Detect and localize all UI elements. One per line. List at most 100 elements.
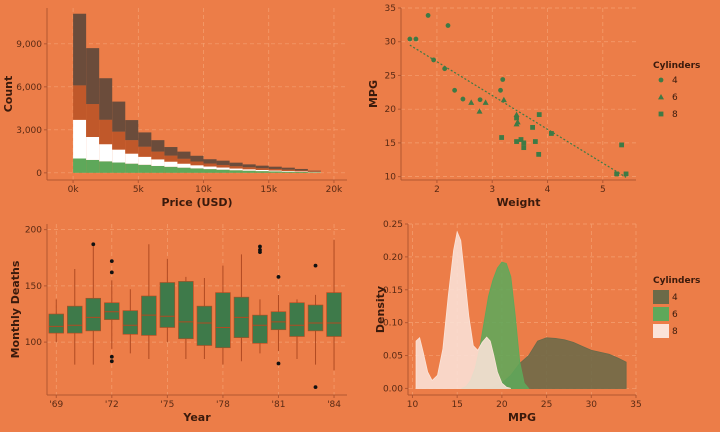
x-tick-label: '75 (160, 400, 174, 410)
histogram-bar (229, 166, 243, 169)
histogram-bar (229, 168, 243, 171)
histogram-bar (138, 156, 152, 165)
x-tick-label: 5k (133, 185, 145, 195)
price-histogram-panel: 0k 5k 10k 15k 20k 0 3,000 6,000 9,000 Price (USD)… (2, 8, 347, 209)
histogram-bar (203, 169, 217, 173)
histogram-bar (203, 166, 217, 170)
histogram-bar (73, 158, 87, 173)
histogram-bar (112, 101, 126, 132)
outlier-point (313, 263, 318, 268)
histogram-bar (138, 164, 152, 173)
x-tick-label: 0k (68, 185, 80, 195)
histogram-bar (268, 170, 282, 172)
x-tick-label: 10 (407, 400, 419, 410)
box (48, 313, 64, 334)
y-tick-label: 10 (385, 173, 397, 183)
scatter-point (425, 13, 431, 18)
histogram-bar (294, 171, 308, 172)
histogram-bar (125, 120, 139, 141)
x-tick-label: 30 (586, 400, 598, 410)
histogram-bar (86, 159, 100, 173)
histogram-bar (255, 168, 269, 170)
legend-swatch (653, 307, 669, 321)
legend-swatch (653, 324, 669, 338)
histogram-bar (190, 161, 204, 166)
x-axis-title: Year (182, 411, 211, 424)
box (85, 297, 102, 332)
outlier-point (109, 354, 114, 359)
histogram-bar (138, 132, 152, 147)
histogram-bar (138, 146, 152, 157)
scatter-point (521, 145, 527, 151)
box (326, 292, 342, 337)
y-axis-title: Monthly Deaths (9, 260, 22, 358)
histogram-bar (151, 159, 165, 166)
y-tick-label: 0.25 (383, 220, 403, 230)
histogram-bar (281, 170, 295, 172)
scatter-point (431, 57, 437, 63)
histogram-bar (281, 169, 295, 171)
histogram-bar (112, 162, 126, 173)
histogram-bar (281, 167, 295, 170)
x-tick-label: '78 (216, 400, 230, 410)
histogram-bar (281, 171, 295, 173)
x-axis-title: Weight (497, 196, 541, 209)
histogram-bar (294, 168, 308, 171)
scatter-point (521, 140, 527, 146)
histogram-bar (86, 137, 100, 160)
histogram-bar (112, 131, 126, 150)
scatter-point (536, 112, 542, 117)
histogram-bar (99, 78, 113, 120)
histogram-bar (73, 85, 87, 120)
scatter-point (482, 99, 489, 105)
histogram-bar (268, 166, 282, 169)
scatter-point (500, 77, 506, 82)
legend-label: 6 (672, 93, 678, 103)
x-tick-label: 15 (451, 400, 462, 410)
histogram-bar (112, 149, 126, 163)
histogram-bar (164, 147, 178, 156)
y-tick-label: 0.00 (383, 384, 403, 394)
x-axis-title: MPG (508, 411, 536, 424)
histogram-bar (151, 165, 165, 173)
scatter-point (413, 36, 419, 42)
histogram-bar (99, 144, 113, 162)
outlier-point (258, 250, 262, 255)
histogram-bar (99, 161, 113, 173)
y-tick-label: 0.05 (383, 352, 403, 362)
scatter-point (498, 87, 503, 93)
legend-marker (658, 111, 664, 117)
histogram-bar (190, 155, 204, 162)
box (122, 310, 139, 335)
x-tick-label: '72 (105, 400, 119, 410)
histogram-bar (242, 164, 256, 168)
histogram-bar (190, 168, 204, 173)
histogram-bar (177, 167, 191, 173)
y-tick-label: 100 (25, 338, 42, 348)
scatter-point (532, 139, 538, 144)
histogram-bar (216, 167, 230, 170)
legend-label: 4 (672, 293, 678, 303)
histogram-bar (151, 140, 165, 152)
y-tick-label: 0.10 (383, 319, 403, 329)
histogram-bar (203, 163, 217, 167)
legend-label: 4 (672, 76, 678, 86)
histogram-bar (294, 170, 308, 172)
histogram-bar (229, 162, 243, 167)
x-tick-label: 25 (541, 400, 552, 410)
histogram-bar (242, 170, 256, 173)
scatter-point (514, 139, 519, 144)
y-tick-label: 6,000 (16, 83, 42, 93)
y-axis-title: Count (2, 76, 15, 113)
x-tick-label: '69 (49, 400, 63, 410)
box (67, 305, 83, 334)
box (196, 305, 213, 346)
histogram-bar (216, 164, 230, 168)
box (141, 295, 157, 336)
y-tick-label: 9,000 (16, 40, 42, 50)
box (270, 311, 287, 331)
legend-marker (658, 94, 664, 100)
histogram-bar (190, 165, 204, 169)
scatter-point (476, 108, 483, 114)
scatter-point (499, 135, 505, 140)
